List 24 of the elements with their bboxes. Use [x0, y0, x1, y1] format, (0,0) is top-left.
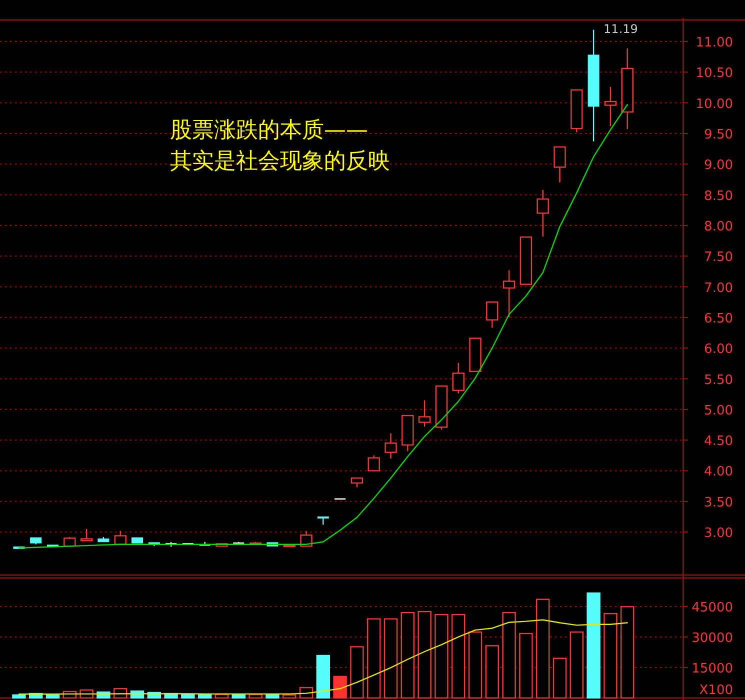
y-tick-label: 10.00	[696, 96, 733, 112]
y-tick-label: 30000	[692, 630, 733, 646]
y-tick-label: 8.00	[704, 219, 733, 234]
annotation: 股票涨跌的本质——	[170, 118, 368, 143]
y-tick-label: 3.50	[704, 495, 733, 510]
y-tick-label: 4.50	[704, 434, 733, 450]
y-tick-label: 5.00	[704, 403, 733, 418]
y-tick-label: 9.50	[704, 127, 733, 142]
y-tick-label: 4.00	[704, 464, 733, 480]
y-tick-label: 6.00	[704, 342, 733, 358]
y-tick-label: 9.00	[704, 158, 733, 174]
annotation: 其实是社会现象的反映	[170, 149, 390, 174]
y-tick-label: 3.00	[704, 526, 733, 542]
y-tick-label: 15000	[692, 661, 733, 676]
y-tick-label: 45000	[692, 600, 733, 616]
y-tick-label: 5.50	[704, 372, 733, 388]
y-tick-label: 7.50	[704, 250, 733, 266]
y-tick-label: 6.50	[704, 311, 733, 326]
y-tick-label: 8.50	[704, 188, 733, 204]
y-tick-label: 7.00	[704, 280, 733, 296]
y-axis-title: X100	[699, 683, 733, 698]
y-tick-label: 11.00	[696, 35, 733, 50]
annotation: 11.19	[604, 22, 638, 36]
y-tick-label: 10.50	[696, 66, 733, 82]
